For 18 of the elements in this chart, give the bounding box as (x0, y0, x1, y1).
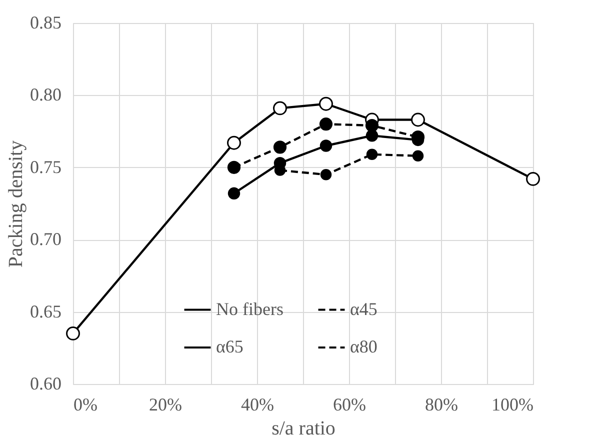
y-axis-title: Packing density (5, 140, 27, 268)
legend-label: α45 (350, 298, 378, 319)
x-tick-label: 40% (241, 394, 274, 414)
y-tick-label: 0.65 (30, 301, 62, 322)
y-tick-label: 0.70 (30, 229, 62, 250)
y-tick-label: 0.60 (30, 374, 62, 394)
x-tick-label: 100% (492, 394, 534, 414)
y-tick-label: 0.80 (30, 84, 62, 105)
y-tick-label: 0.75 (30, 156, 62, 177)
legend-label: No fibers (216, 298, 284, 319)
legend-label: α80 (350, 336, 378, 356)
x-axis-title: s/a ratio (272, 418, 336, 440)
x-tick-label: 0% (74, 394, 98, 414)
legend-label: α65 (216, 336, 244, 356)
y-tick-label: 0.85 (30, 12, 62, 32)
x-tick-label: 60% (333, 394, 366, 414)
x-tick-label: 80% (425, 394, 458, 414)
x-tick-label: 20% (149, 394, 182, 414)
